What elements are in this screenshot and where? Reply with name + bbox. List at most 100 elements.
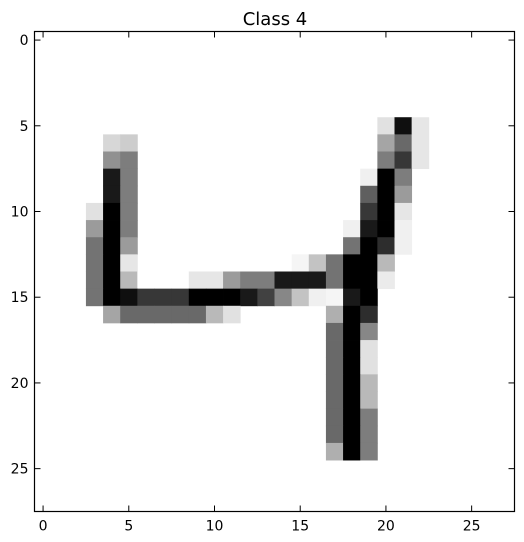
heatmap-cell	[377, 169, 395, 187]
heatmap-cell	[240, 289, 258, 307]
heatmap-cell	[377, 203, 395, 221]
heatmap-cell	[377, 220, 395, 238]
x-tick-label: 10	[206, 519, 224, 535]
heatmap-cell	[86, 272, 104, 290]
y-tick-label: 10	[11, 205, 29, 221]
heatmap-cell	[360, 169, 378, 187]
heatmap-cell	[360, 340, 378, 358]
heatmap-cell	[395, 220, 413, 238]
heatmap-cell	[395, 186, 413, 204]
heatmap-cell	[326, 323, 344, 341]
heatmap-cell	[120, 134, 138, 152]
x-tick-label: 0	[39, 519, 48, 535]
heatmap-cell	[86, 289, 104, 307]
x-tick-label: 15	[291, 519, 309, 535]
heatmap-cell	[120, 272, 138, 290]
heatmap-cell	[360, 392, 378, 410]
heatmap-cell	[326, 306, 344, 324]
heatmap-cell	[103, 134, 121, 152]
heatmap-cell	[86, 220, 104, 238]
heatmap-cell	[360, 272, 378, 290]
y-tick-label: 5	[20, 119, 29, 135]
heatmap-cell	[343, 306, 361, 324]
heatmap-cell	[206, 272, 224, 290]
chart-title: Class 4	[243, 9, 308, 30]
heatmap-cell	[137, 289, 155, 307]
heatmap-cell	[360, 443, 378, 461]
heatmap-cell	[377, 272, 395, 290]
heatmap-cell	[86, 237, 104, 255]
heatmap-cell	[120, 289, 138, 307]
heatmap-cell	[377, 186, 395, 204]
heatmap-cell	[326, 374, 344, 392]
heatmap-cell	[395, 152, 413, 170]
x-tick-label: 5	[124, 519, 133, 535]
heatmap-cell	[377, 254, 395, 272]
heatmap-cell	[309, 272, 327, 290]
heatmap-cell	[189, 289, 207, 307]
heatmap-cell	[155, 289, 173, 307]
heatmap-cell	[103, 272, 121, 290]
heatmap-cell	[343, 220, 361, 238]
y-tick-label: 0	[20, 33, 29, 49]
heatmap-cell	[86, 203, 104, 221]
heatmap-cell	[257, 272, 275, 290]
heatmap-cell	[172, 272, 190, 290]
heatmap-cell	[343, 237, 361, 255]
heatmap-cell	[86, 254, 104, 272]
heatmap-cell	[326, 254, 344, 272]
heatmap-cell	[343, 289, 361, 307]
heatmap-cell	[103, 186, 121, 204]
heatmap-cell	[360, 220, 378, 238]
heatmap-cell	[360, 186, 378, 204]
heatmap-cell	[326, 289, 344, 307]
x-tick-label: 20	[377, 519, 395, 535]
heatmap-cell	[343, 392, 361, 410]
heatmap-cell	[103, 220, 121, 238]
heatmap-cell	[326, 392, 344, 410]
x-tick-label: 25	[463, 519, 481, 535]
heatmap-cell	[395, 117, 413, 135]
heatmap-cell	[309, 289, 327, 307]
heatmap-cell	[120, 220, 138, 238]
heatmap-cell	[206, 306, 224, 324]
heatmap-cell	[137, 272, 155, 290]
heatmap-cell	[120, 306, 138, 324]
heatmap-cell	[326, 272, 344, 290]
y-tick-label: 25	[11, 462, 29, 478]
heatmap-cell	[257, 289, 275, 307]
heatmap-cell	[172, 306, 190, 324]
heatmap-cell	[292, 254, 310, 272]
heatmap-cell	[189, 272, 207, 290]
heatmap-cell	[343, 409, 361, 427]
heatmap-cell	[223, 289, 241, 307]
heatmap-cell	[360, 374, 378, 392]
heatmap-cell	[137, 306, 155, 324]
heatmap-cell	[103, 169, 121, 187]
heatmap-cell	[120, 203, 138, 221]
heatmap-cell	[360, 357, 378, 375]
heatmap-cell	[343, 357, 361, 375]
heatmap-cell	[395, 203, 413, 221]
heatmap-cell	[412, 134, 430, 152]
heatmap-cell	[103, 237, 121, 255]
heatmap-cell	[292, 289, 310, 307]
heatmap-cell	[326, 443, 344, 461]
heatmap-cell	[189, 306, 207, 324]
heatmap-cell	[343, 254, 361, 272]
heatmap-cell	[377, 134, 395, 152]
heatmap-cell	[103, 289, 121, 307]
heatmap-cell	[172, 289, 190, 307]
heatmap-cell	[155, 306, 173, 324]
heatmap-cell	[377, 117, 395, 135]
heatmap-cell	[377, 152, 395, 170]
heatmap-cell	[103, 203, 121, 221]
heatmap-cell	[206, 289, 224, 307]
heatmap-cell	[377, 237, 395, 255]
heatmap-cell	[120, 254, 138, 272]
heatmap-cell	[326, 357, 344, 375]
heatmap-cell	[395, 237, 413, 255]
heatmap-cell	[412, 117, 430, 135]
heatmap-cell	[120, 186, 138, 204]
